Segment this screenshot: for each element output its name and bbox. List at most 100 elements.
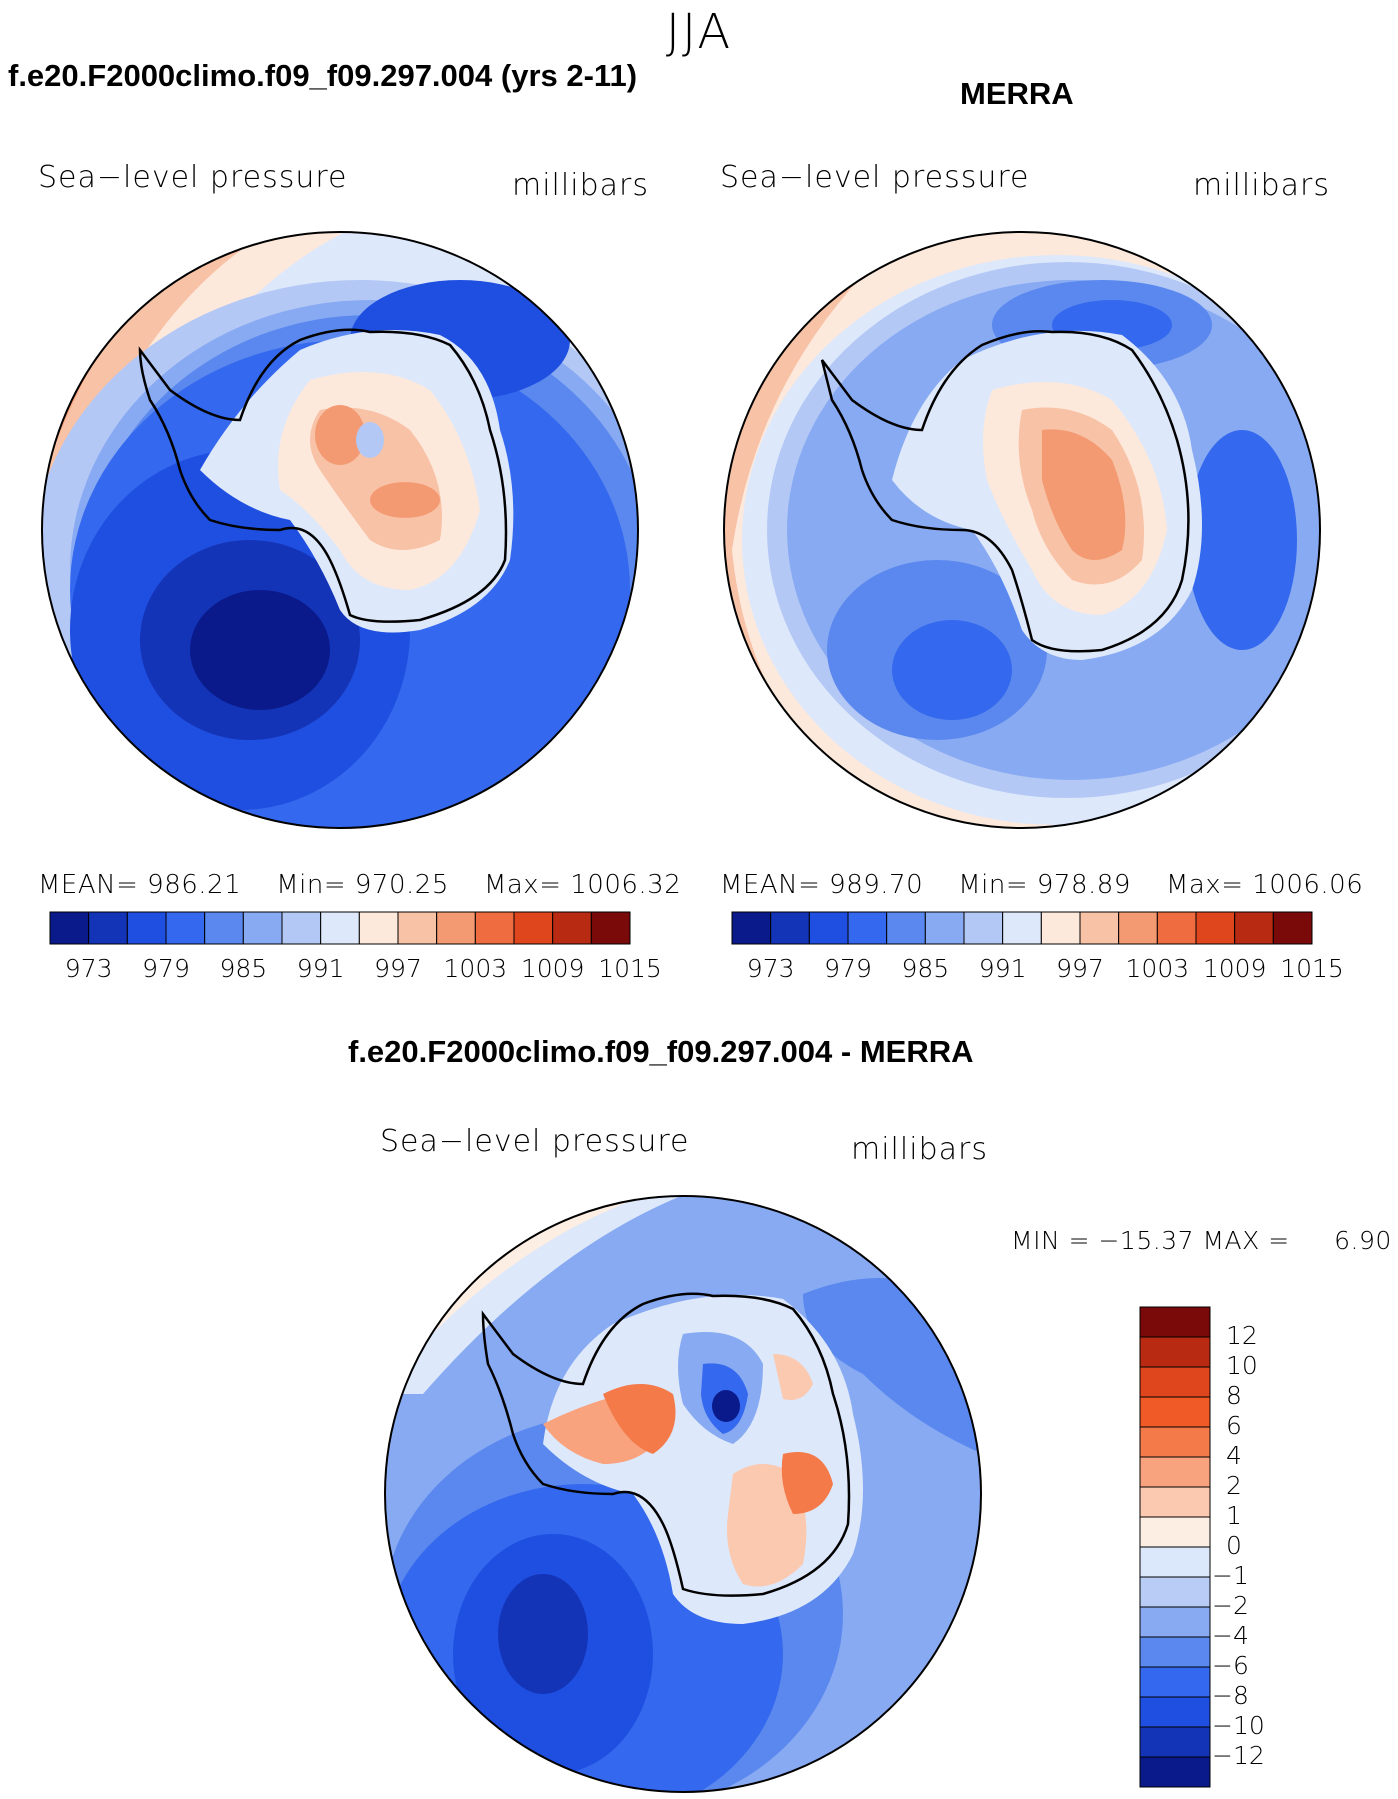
colorbar-swatch [1139,1726,1211,1758]
colorbar-swatch [474,911,515,945]
model-mean-value: 986.21 [147,870,242,900]
colorbar-tick-label: 1 [1226,1501,1242,1530]
colorbar-swatch [1139,1426,1211,1458]
colorbar-tick-label: 985 [901,954,950,983]
colorbar-tick-label: −6 [1212,1651,1249,1680]
colorbar-swatch [513,911,554,945]
colorbar-swatch [1139,1396,1211,1428]
colorbar-tick-label: 1015 [1280,954,1344,983]
diff-stats: MIN = −15.37 MAX = 6.90 [1011,1226,1392,1255]
model-panel-title: f.e20.F2000climo.f09_f09.297.004 (yrs 2-… [8,58,638,93]
colorbar-swatch [204,911,244,945]
colorbar-swatch [1002,911,1042,945]
colorbar-tick-label: −8 [1212,1681,1249,1710]
colorbar-tick-label: 997 [374,954,422,983]
colorbar-tick-label: 4 [1226,1441,1242,1470]
colorbar-swatch [1195,911,1236,945]
diff-variable-label: Sea−level pressure [380,1124,690,1159]
colorbar-swatch [1139,1696,1211,1728]
colorbar-swatch [1139,1666,1211,1698]
colorbar-tick-label: 1009 [1202,954,1267,983]
main-title: JJA [665,4,733,60]
model-stats: MEAN= 986.21 Min= 970.25 Max= 1006.32 [38,870,681,900]
colorbar-tick-label: 997 [1056,954,1104,983]
diff-min-max-label: MIN = −15.37 MAX = [1011,1226,1290,1255]
colorbar-swatch [1079,911,1120,945]
colorbar-swatch [731,911,772,945]
colorbar-tick-label: 1003 [443,954,508,983]
diff-map [384,1195,982,1793]
colorbar-swatch [924,911,965,945]
model-units-label: millibars [512,168,649,203]
colorbar-swatch [770,911,810,945]
colorbar-swatch [847,911,888,945]
model-max-value: 1006.32 [570,870,682,900]
obs-mean-value: 989.70 [829,870,924,900]
model-min-value: 970.25 [354,870,449,900]
obs-units-label: millibars [1193,168,1330,203]
obs-min-value: 978.89 [1036,870,1131,900]
colorbar-tick-label: 6 [1226,1411,1242,1440]
colorbar-tick-label: 8 [1226,1381,1242,1410]
colorbar-swatch [242,911,283,945]
colorbar-swatch [1139,1516,1211,1548]
colorbar-swatch [1156,911,1197,945]
colorbar-swatch [320,911,360,945]
colorbar-tick-label: −4 [1212,1621,1249,1650]
colorbar-tick-label: 991 [978,954,1027,983]
colorbar-swatch [358,911,399,945]
model-mean-label: MEAN= [38,870,139,900]
colorbar-swatch [1139,1336,1211,1368]
obs-min-label: Min= [958,870,1029,900]
obs-max-value: 1006.06 [1252,870,1364,900]
colorbar-tick-label: 1015 [598,954,662,983]
model-variable-label: Sea−level pressure [38,160,348,195]
colorbar-swatch [1139,1456,1211,1488]
obs-panel-title: MERRA [960,76,1074,111]
colorbar-swatch [1139,1366,1211,1398]
obs-stats: MEAN= 989.70 Min= 978.89 Max= 1006.06 [720,870,1363,900]
colorbar-swatch [281,911,322,945]
colorbar-swatch [1118,911,1158,945]
model-min-label: Min= [276,870,347,900]
colorbar-tick-label: 973 [64,954,113,983]
colorbar-swatch [552,911,592,945]
colorbar-swatch [126,911,167,945]
colorbar-tick-label: 1009 [520,954,585,983]
colorbar-tick-label: −2 [1212,1591,1249,1620]
colorbar-swatch [886,911,926,945]
obs-max-label: Max= [1165,870,1244,900]
colorbar-tick-label: 991 [296,954,345,983]
colorbar-swatch [1139,1576,1211,1608]
colorbar-swatch [590,911,631,945]
colorbar-tick-label: 973 [746,954,795,983]
colorbar-tick-label: −1 [1212,1561,1249,1590]
diff-panel-title: f.e20.F2000climo.f09_f09.297.004 - MERRA [348,1034,974,1069]
colorbar-tick-label: 985 [219,954,268,983]
colorbar-swatch [1272,911,1313,945]
colorbar-tick-label: 0 [1226,1531,1242,1560]
colorbar-swatch [165,911,206,945]
colorbar-tick-label: 979 [142,954,190,983]
colorbar-tick-label: 12 [1226,1321,1258,1350]
colorbar-swatch [49,911,90,945]
colorbar-swatch [436,911,476,945]
colorbar-swatch [1139,1486,1211,1518]
colorbar-tick-label: 1003 [1125,954,1190,983]
colorbar-swatch [1234,911,1274,945]
colorbar-swatch [397,911,438,945]
colorbar-swatch [1139,1306,1211,1338]
colorbar-swatch [1139,1606,1211,1638]
diff-max-value: 6.90 [1334,1226,1392,1255]
diff-colorbar [1139,1306,1211,1788]
model-colorbar [49,911,631,945]
obs-mean-label: MEAN= [720,870,821,900]
colorbar-swatch [1139,1546,1211,1578]
colorbar-tick-label: −10 [1212,1711,1265,1740]
colorbar-tick-label: −12 [1212,1741,1265,1770]
colorbar-tick-label: 979 [824,954,872,983]
model-max-label: Max= [483,870,562,900]
model-map [41,231,639,829]
colorbar-swatch [88,911,128,945]
colorbar-tick-label: 2 [1226,1471,1242,1500]
